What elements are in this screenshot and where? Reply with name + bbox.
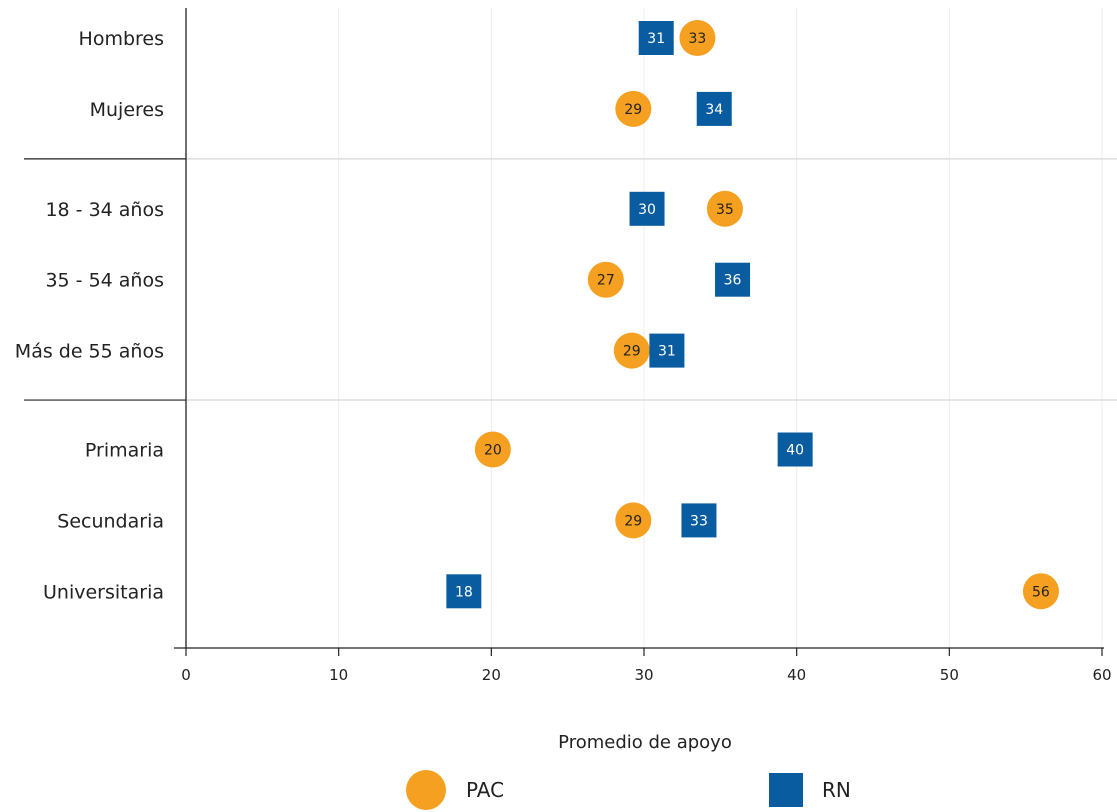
point-pac-7 (1022, 573, 1059, 610)
data-label-pac: 29 (623, 344, 641, 360)
x-tick-label: 0 (181, 666, 191, 684)
data-label-rn: 34 (705, 102, 723, 118)
point-rn-5 (777, 432, 813, 467)
category-label: Más de 55 años (15, 341, 164, 363)
x-tick-label: 10 (329, 666, 348, 684)
data-label-rn: 36 (724, 273, 742, 289)
group-separators (24, 158, 1117, 401)
category-labels: Hombres Mujeres 18 - 34 años 35 - 54 años Má… (15, 28, 164, 603)
point-rn-6 (681, 503, 717, 538)
legend: PAC RN (406, 770, 851, 810)
category-label: Primaria (85, 440, 164, 462)
data-label-pac: 56 (1032, 584, 1050, 600)
x-tick-label: 20 (482, 666, 501, 684)
category-label: Mujeres (90, 99, 164, 121)
data-label-pac: 27 (597, 273, 615, 289)
point-rn-3 (715, 262, 751, 297)
data-label-pac: 35 (716, 202, 734, 218)
category-label: 18 - 34 años (45, 199, 164, 221)
category-label: Universitaria (43, 581, 164, 603)
legend-label-pac: PAC (466, 778, 504, 802)
data-label-pac: 20 (484, 443, 502, 459)
point-pac-2 (706, 190, 743, 227)
point-rn-4 (649, 333, 685, 368)
data-label-rn: 30 (638, 202, 656, 218)
point-rn-2 (629, 191, 665, 226)
data-label-pac: 29 (624, 513, 642, 529)
category-label: Hombres (79, 28, 164, 50)
x-tick-label: 50 (940, 666, 959, 684)
x-ticks: 0 10 20 30 40 50 60 (181, 648, 1112, 684)
data-marks: 33 29 35 27 29 20 29 56 31 34 30 36 31 40 33 18 (446, 20, 1059, 610)
legend-marker-pac (406, 770, 446, 810)
point-rn-7 (446, 574, 482, 609)
data-label-rn: 40 (786, 443, 804, 459)
x-tick-label: 40 (787, 666, 806, 684)
legend-label-rn: RN (822, 778, 851, 802)
point-pac-1 (615, 90, 652, 127)
point-pac-5 (474, 431, 511, 468)
x-tick-label: 30 (634, 666, 653, 684)
point-pac-6 (615, 502, 652, 539)
point-pac-3 (587, 261, 624, 298)
data-label-rn: 18 (455, 584, 473, 600)
x-tick-label: 60 (1092, 666, 1111, 684)
x-axis-title: Promedio de apoyo (558, 732, 732, 753)
point-rn-1 (696, 91, 732, 126)
data-label-pac: 29 (624, 102, 642, 118)
category-label: Secundaria (57, 510, 164, 532)
point-pac-4 (613, 332, 650, 369)
legend-marker-rn (769, 773, 803, 807)
data-label-rn: 31 (647, 31, 665, 47)
category-label: 35 - 54 años (45, 270, 164, 292)
data-label-rn: 33 (690, 513, 708, 529)
point-rn-0 (638, 21, 674, 55)
point-pac-0 (679, 20, 716, 56)
data-label-rn: 31 (658, 344, 676, 360)
data-label-pac: 33 (689, 31, 707, 47)
